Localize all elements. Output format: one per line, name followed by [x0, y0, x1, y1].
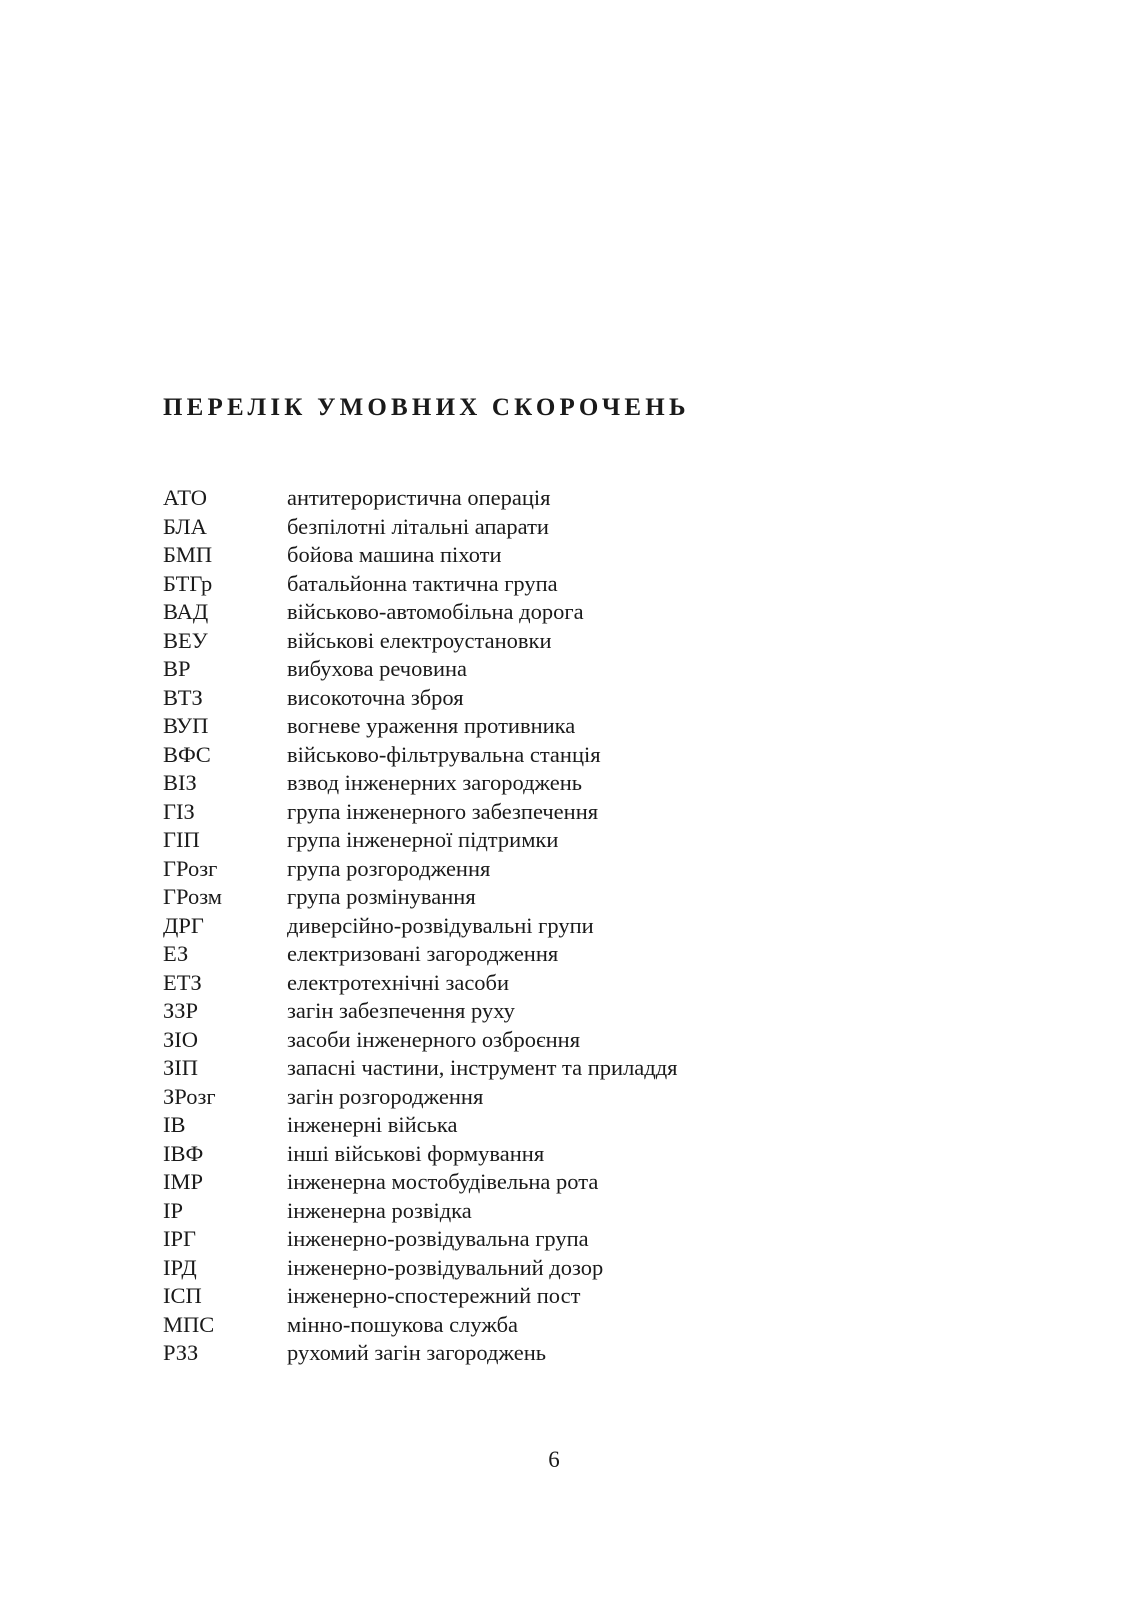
abbreviation-meaning: група розгородження — [287, 855, 491, 881]
abbreviation-meaning: диверсійно-розвідувальні групи — [287, 912, 594, 938]
abbreviation: ЕТЗ — [163, 969, 202, 995]
abbreviation: ЗІО — [163, 1026, 199, 1052]
abbreviation: ГРозг — [163, 855, 218, 881]
abbreviation: ВФС — [163, 741, 211, 767]
abbreviation-meaning: високоточна зброя — [287, 684, 464, 710]
abbreviation-meaning: мінно-пошукова служба — [287, 1311, 519, 1337]
abbreviation: ІМР — [163, 1169, 204, 1194]
abbreviation-meaning: інженерна розвідка — [287, 1197, 472, 1223]
abbreviation: ЗІП — [163, 1055, 199, 1080]
abbreviation-meaning: бойова машина піхоти — [287, 542, 502, 567]
abbreviation: ВАД — [163, 599, 209, 624]
abbreviation-meaning: батальйонна тактична група — [287, 570, 558, 596]
abbreviation: ВУП — [163, 713, 209, 738]
abbreviation-meaning: інженерно-спостережний пост — [287, 1283, 581, 1308]
abbreviation: ЕЗ — [163, 941, 189, 966]
abbreviation-meaning: загін забезпечення руху — [287, 998, 515, 1023]
abbreviation-meaning: група розмінування — [287, 884, 476, 909]
abbreviation-meaning: взвод інженерних загороджень — [287, 770, 583, 795]
abbreviation: ІРГ — [163, 1226, 197, 1251]
abbreviation-meaning: електротехнічні засоби — [287, 969, 510, 995]
abbreviation: ГРозм — [163, 884, 223, 909]
abbreviation-meaning: вогневе ураження противника — [287, 713, 576, 738]
abbreviation: ІВФ — [163, 1140, 204, 1166]
abbreviation-meaning: група інженерного забезпечення — [287, 798, 599, 824]
abbreviation-meaning: вибухова речовина — [287, 656, 468, 681]
page-title: ПЕРЕЛІК УМОВНИХ СКОРОЧЕНЬ — [163, 394, 690, 421]
abbreviation-meaning: група інженерної підтримки — [287, 827, 559, 852]
abbreviation: ДРГ — [163, 912, 204, 938]
abbreviation: ЗЗР — [163, 998, 199, 1023]
abbreviation-meaning: інші військові формування — [287, 1140, 545, 1166]
abbreviation: ЗРозг — [163, 1083, 216, 1109]
abbreviation-meaning: антитерористична операція — [287, 485, 551, 510]
abbreviation: РЗЗ — [163, 1340, 199, 1365]
abbreviation: БТГр — [163, 570, 213, 596]
abbreviation: ІР — [163, 1197, 184, 1223]
abbreviation-meaning: інженерно-розвідувальний дозор — [287, 1254, 604, 1280]
abbreviation-meaning: рухомий загін загороджень — [287, 1340, 547, 1365]
abbreviation: БЛА — [163, 513, 207, 539]
abbreviation-meaning: загін розгородження — [287, 1083, 484, 1109]
abbreviation: АТО — [163, 485, 207, 510]
abbreviation-meaning: електризовані загородження — [287, 941, 559, 966]
abbreviation: ІСП — [163, 1283, 202, 1308]
abbreviation-meaning: запасні частини, інструмент та приладдя — [287, 1055, 678, 1080]
abbreviation: БМП — [163, 542, 213, 567]
abbreviation-meaning: інженерно-розвідувальна група — [287, 1226, 589, 1251]
abbreviation-meaning: військово-автомобільна дорога — [287, 599, 584, 624]
abbreviation-meaning: військово-фільтрувальна станція — [287, 741, 601, 767]
page-number: 6 — [548, 1447, 560, 1472]
abbreviation-meaning: військові електроустановки — [287, 627, 552, 653]
abbreviation: ВЕУ — [163, 627, 208, 653]
abbreviation-meaning: інженерні війська — [287, 1112, 458, 1137]
abbreviation: ВТЗ — [163, 684, 203, 710]
abbreviation: ІРД — [163, 1254, 197, 1280]
abbreviation: МПС — [163, 1311, 215, 1337]
abbreviation-meaning: засоби інженерного озброєння — [287, 1026, 581, 1052]
abbreviation: ГІЗ — [163, 798, 195, 824]
abbreviation: ВІЗ — [163, 770, 197, 795]
abbreviation: ІВ — [163, 1112, 186, 1137]
abbreviation: ВР — [163, 656, 191, 681]
abbreviation-meaning: безпілотні літальні апарати — [287, 513, 549, 539]
abbreviation-meaning: інженерна мостобудівельна рота — [287, 1169, 599, 1194]
abbreviation: ГІП — [163, 827, 200, 852]
